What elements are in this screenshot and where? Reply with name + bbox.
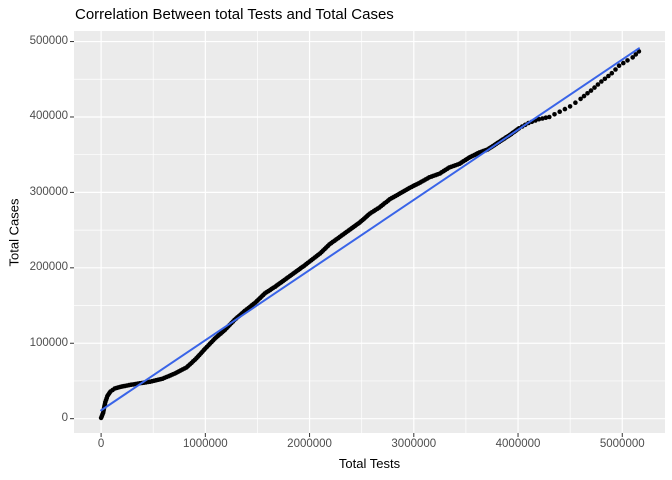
data-point bbox=[599, 79, 604, 84]
data-point bbox=[588, 88, 594, 93]
data-point bbox=[616, 63, 622, 68]
data-point bbox=[613, 67, 618, 72]
y-axis-title: Total Cases bbox=[6, 198, 22, 267]
data-point bbox=[543, 115, 549, 120]
data-point bbox=[557, 109, 562, 114]
data-point bbox=[625, 58, 630, 63]
data-point bbox=[595, 82, 601, 87]
data-point bbox=[573, 100, 578, 105]
data-point bbox=[621, 60, 626, 66]
data-point bbox=[633, 52, 639, 57]
y-tick-label: 0 bbox=[61, 412, 68, 425]
data-point bbox=[578, 96, 583, 102]
x-tick-label: 1000000 bbox=[182, 438, 228, 450]
data-point bbox=[547, 114, 552, 120]
data-point bbox=[562, 106, 568, 112]
x-tick-label: 5000000 bbox=[599, 438, 645, 450]
data-point bbox=[606, 73, 611, 79]
x-tick-label: 3000000 bbox=[391, 438, 437, 450]
plot-title: Correlation Between total Tests and Tota… bbox=[75, 6, 394, 23]
data-point bbox=[585, 91, 590, 96]
data-point bbox=[567, 104, 573, 109]
data-point bbox=[592, 85, 597, 90]
y-tick-label: 400000 bbox=[29, 110, 68, 123]
x-tick-label: 2000000 bbox=[287, 438, 332, 450]
data-point bbox=[581, 93, 587, 99]
x-tick-label: 4000000 bbox=[495, 438, 541, 450]
data-point bbox=[602, 76, 608, 82]
y-tick-label: 500000 bbox=[29, 35, 68, 48]
x-tick-label: 0 bbox=[97, 438, 105, 450]
data-point bbox=[609, 70, 615, 76]
data-point bbox=[552, 112, 557, 117]
y-tick-label: 300000 bbox=[29, 185, 68, 198]
data-point bbox=[536, 116, 542, 122]
y-tick-label: 200000 bbox=[29, 261, 68, 274]
data-point bbox=[630, 55, 635, 60]
x-axis-title: Total Tests bbox=[338, 456, 401, 471]
regression-line bbox=[100, 47, 640, 412]
y-tick-label: 100000 bbox=[29, 336, 68, 349]
